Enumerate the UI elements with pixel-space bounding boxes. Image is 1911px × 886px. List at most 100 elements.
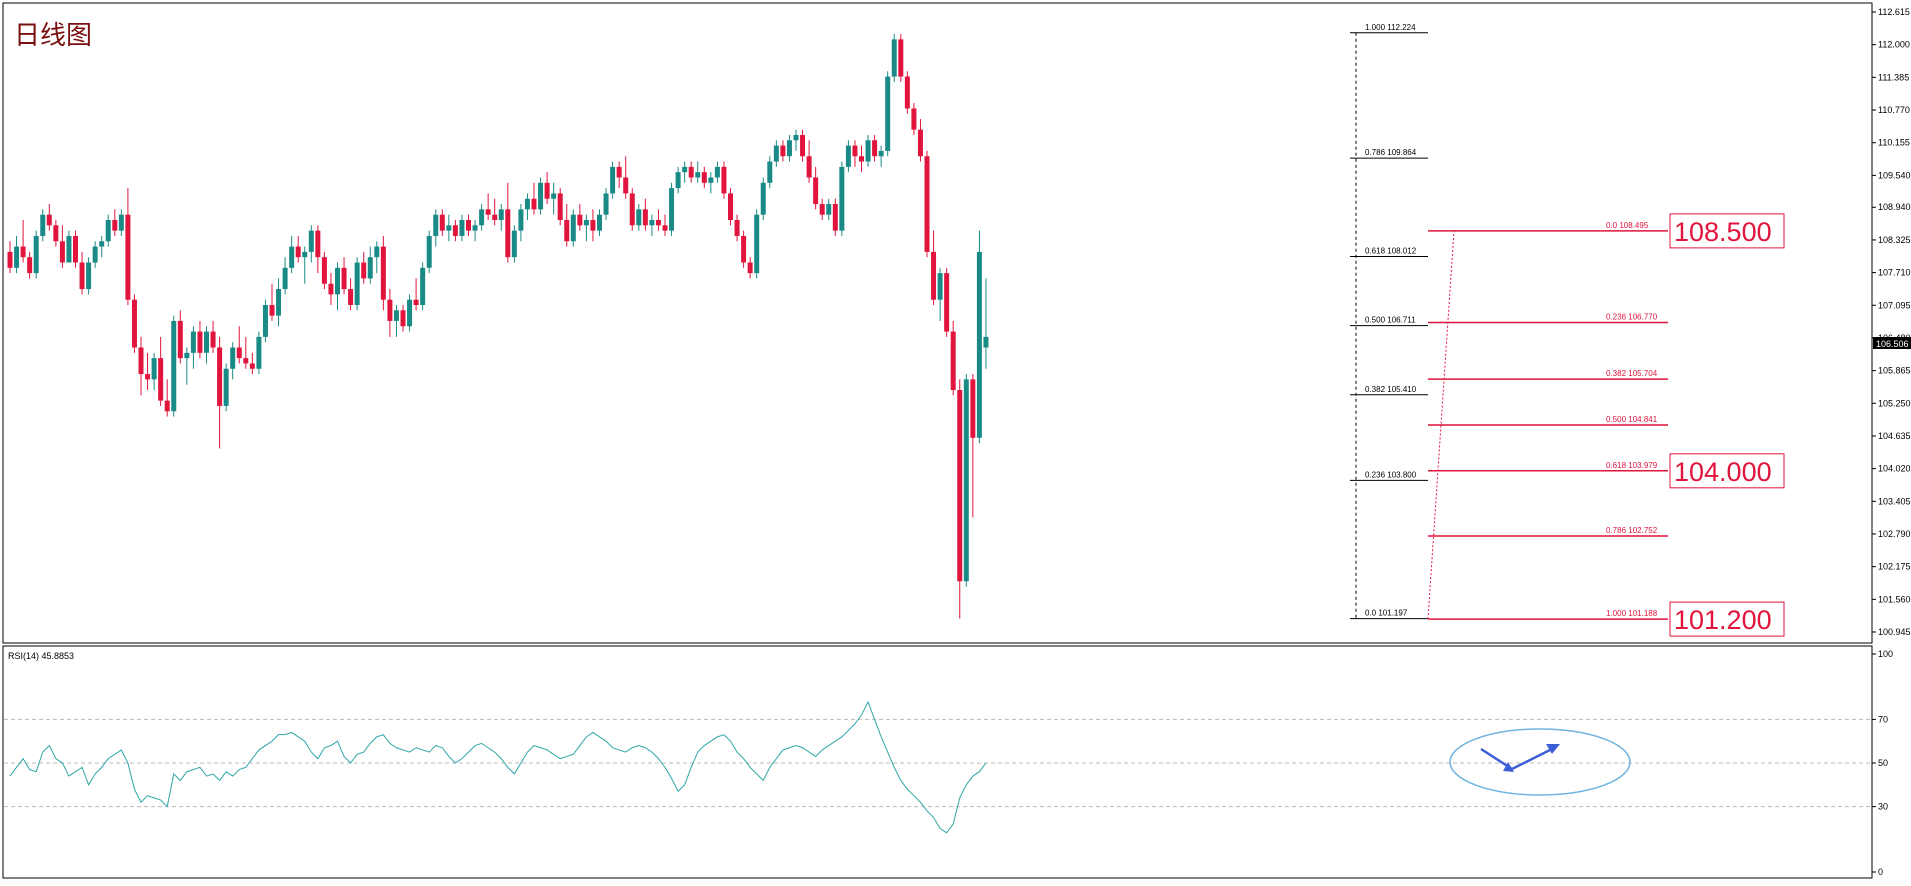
candle-body (420, 267, 426, 305)
candle-body (800, 134, 806, 157)
price-tick-label: 107.095 (1878, 300, 1911, 310)
candle-body (302, 251, 308, 258)
candle-body (14, 246, 20, 268)
level-box (1669, 601, 1785, 637)
fib-right-label: 0.786 102.752 (1606, 526, 1658, 535)
candle-body (79, 262, 85, 290)
rsi-panel-frame (2, 645, 1873, 879)
price-tick-label: 101.560 (1878, 594, 1911, 604)
level-box-label: 101.200 (1674, 605, 1772, 635)
candle-body (734, 219, 740, 236)
candle-body (610, 166, 616, 194)
candle-body (845, 145, 851, 167)
price-tick-label: 105.865 (1878, 366, 1911, 376)
candle-body (603, 193, 609, 215)
candle-body (944, 273, 950, 332)
price-tick-label: 102.175 (1878, 562, 1911, 572)
candle-body (976, 251, 982, 438)
candle-body (852, 145, 858, 157)
candle-body (452, 225, 458, 236)
candle-body (878, 150, 884, 157)
candle-body (348, 289, 354, 305)
candle-body (767, 161, 773, 183)
level-box-label: 104.000 (1674, 457, 1772, 487)
fib-left-label: 0.382 105.410 (1365, 385, 1417, 394)
candle-body (642, 209, 648, 226)
price-tick-label: 109.540 (1878, 170, 1911, 180)
candle-body (813, 177, 819, 205)
candle-body (597, 214, 602, 231)
rsi-tick-label: 70 (1878, 714, 1888, 724)
candle-body (741, 235, 747, 263)
candle-body (675, 172, 681, 189)
candle-body (957, 390, 963, 582)
candle-body (407, 299, 413, 327)
fib-left-label: 0.618 108.012 (1365, 247, 1417, 256)
candle-body (492, 214, 498, 220)
candle-body (374, 246, 380, 258)
candle-body (950, 331, 956, 391)
candle-body (210, 331, 216, 348)
candle-body (236, 347, 242, 359)
candle-body (426, 235, 432, 268)
candle-body (754, 214, 760, 274)
annotation-arrow (1480, 745, 1557, 771)
price-tick-label: 104.020 (1878, 464, 1911, 474)
candle-body (616, 166, 622, 178)
price-panel-frame (2, 2, 1873, 644)
candle-body (73, 235, 78, 263)
candle-body (7, 251, 13, 268)
candle-body (577, 214, 583, 226)
price-tick-label: 102.790 (1878, 529, 1911, 539)
candle-body (145, 374, 151, 380)
candle-body (911, 108, 917, 130)
candle-body (27, 257, 33, 274)
current-price-marker (1873, 337, 1911, 349)
candle-body (380, 246, 386, 300)
candle-body (544, 182, 550, 199)
candle-body (898, 39, 904, 77)
candle-body (570, 214, 576, 242)
candle-body (629, 193, 635, 226)
fib-left-label: 0.786 109.864 (1365, 148, 1417, 157)
candle-body (118, 214, 124, 231)
candle-body (511, 230, 517, 258)
candle-body (66, 235, 72, 263)
candle-body (282, 267, 288, 290)
fib-right-trendline (1427, 230, 1455, 620)
candle-body (479, 209, 485, 226)
candle-body (335, 267, 340, 295)
candle-body (249, 363, 255, 369)
current-price-label: 106.506 (1876, 339, 1909, 349)
candle-body (439, 214, 445, 231)
candle-body (688, 166, 694, 178)
price-axis: 112.615 112.000 111.385 110.770 110.155 109.5… (1872, 7, 1911, 637)
candle-body (505, 209, 511, 258)
candle-body (721, 166, 727, 194)
candle-body (459, 219, 465, 236)
candle-body (839, 166, 845, 231)
candle-body (59, 241, 65, 263)
candle-body (806, 156, 812, 178)
candle-body (33, 235, 39, 274)
candle-body (963, 379, 969, 582)
rsi-tick-label: 50 (1878, 758, 1888, 768)
candle-body (937, 273, 943, 300)
candle-body (931, 251, 937, 300)
candle-body (243, 358, 249, 364)
candle-body (289, 246, 295, 268)
candle-body (885, 76, 891, 151)
candle-body (190, 331, 196, 353)
level-box (1669, 453, 1785, 489)
candles-layer (7, 34, 989, 619)
candle-body (295, 246, 301, 258)
price-tick-label: 111.385 (1878, 72, 1909, 82)
candle-body (393, 310, 399, 321)
price-tick-label: 107.710 (1878, 268, 1911, 278)
candle-body (564, 219, 570, 242)
candle-body (164, 400, 170, 412)
candle-body (99, 241, 105, 247)
candle-body (158, 358, 164, 401)
candle-body (230, 347, 236, 369)
candle-body (793, 134, 799, 141)
